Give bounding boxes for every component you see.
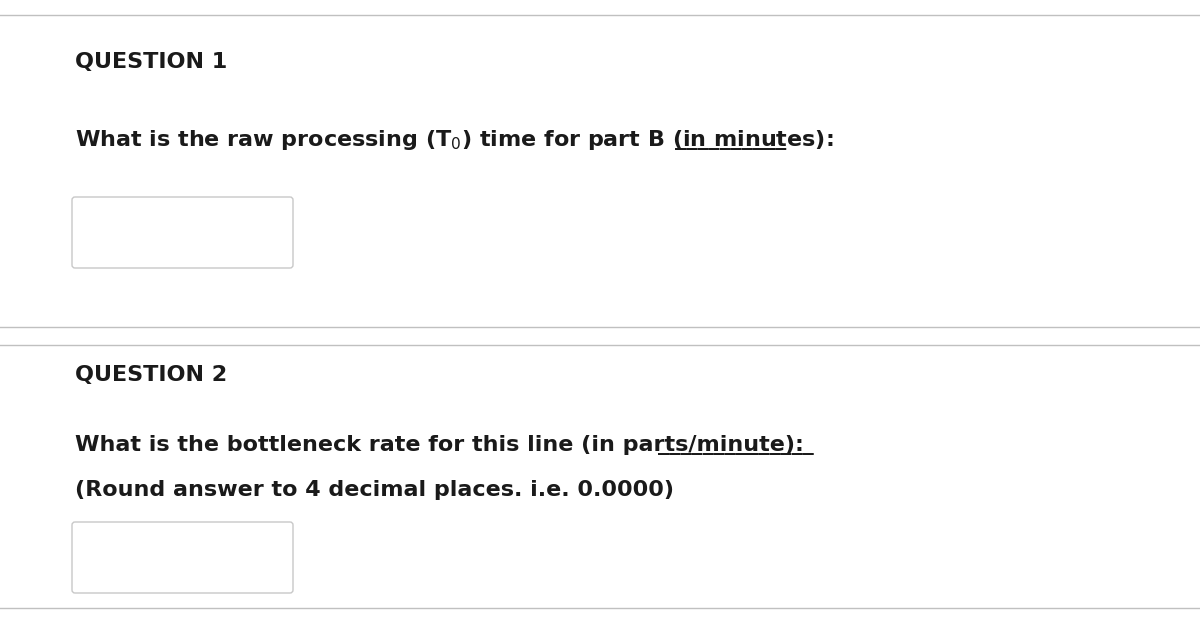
Text: What is the bottleneck rate for this line (in parts/minute):: What is the bottleneck rate for this lin… <box>74 435 804 455</box>
Text: ______________: ______________ <box>658 435 814 455</box>
Text: QUESTION 2: QUESTION 2 <box>74 365 227 385</box>
FancyBboxPatch shape <box>72 197 293 268</box>
FancyBboxPatch shape <box>72 522 293 593</box>
Text: __________: __________ <box>674 130 786 150</box>
Text: What is the raw processing (T$_0$) time for part B (in minutes):: What is the raw processing (T$_0$) time … <box>74 128 834 152</box>
Text: (Round answer to 4 decimal places. i.e. 0.0000): (Round answer to 4 decimal places. i.e. … <box>74 480 674 500</box>
Text: QUESTION 1: QUESTION 1 <box>74 52 227 72</box>
